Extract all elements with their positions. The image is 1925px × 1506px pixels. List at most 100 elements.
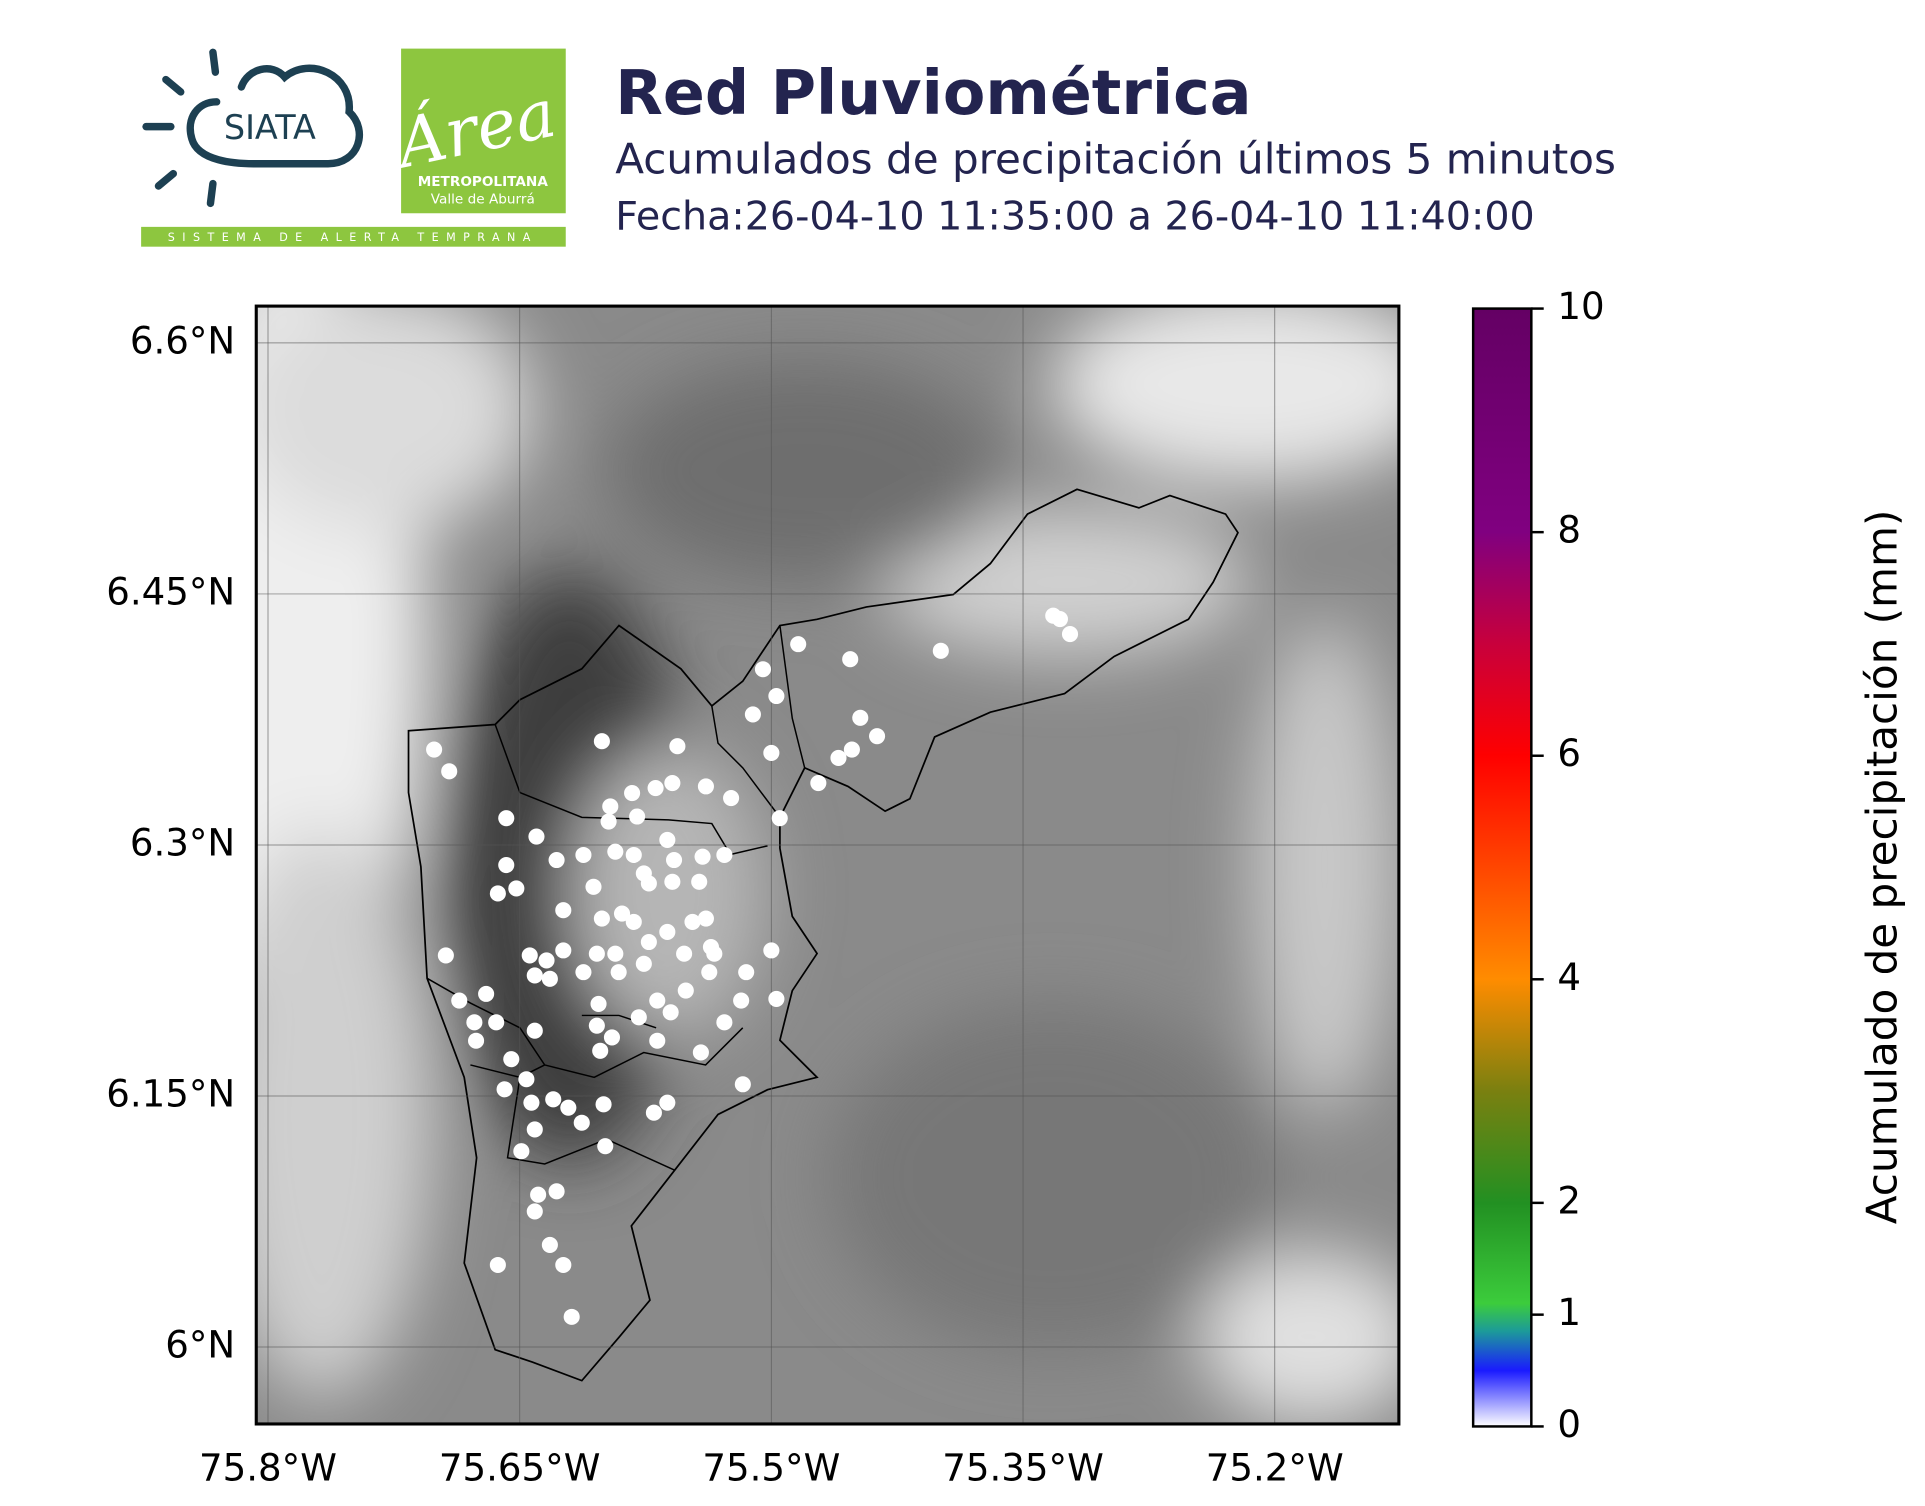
colorbar-tick-label: 10 (1557, 285, 1604, 328)
rain-station (665, 851, 683, 869)
rain-station (555, 902, 572, 919)
rain-station (489, 1256, 506, 1274)
rain-station (716, 846, 733, 864)
rain-station (640, 875, 657, 892)
colorbar-tick-label: 4 (1557, 956, 1581, 999)
rain-station (588, 945, 605, 962)
tagline: SISTEMA DE ALERTA TEMPRANA (168, 231, 538, 244)
rain-station (530, 1186, 547, 1203)
rain-station (659, 923, 676, 941)
rain-station (593, 733, 610, 750)
rain-station (723, 790, 740, 807)
rain-station (555, 1256, 572, 1274)
terrain (256, 306, 1399, 1424)
rain-station (716, 1014, 733, 1031)
rain-station (607, 843, 624, 860)
colorbar-tick-label: 2 (1557, 1179, 1581, 1222)
rain-station (754, 661, 772, 678)
rain-station (610, 964, 627, 981)
rain-station (649, 1032, 666, 1049)
rain-station (451, 992, 468, 1009)
rain-station (548, 1183, 565, 1200)
rain-station (697, 910, 714, 927)
rain-station (852, 709, 869, 726)
rain-station (733, 992, 750, 1009)
rain-station (768, 990, 785, 1007)
rain-station (526, 967, 543, 984)
rain-station (488, 1014, 505, 1031)
rain-station (629, 808, 646, 825)
x-tick-label: 75.5°W (702, 1446, 840, 1489)
rain-station (538, 952, 555, 969)
rain-station (466, 1014, 483, 1031)
map-frame (254, 304, 1401, 1426)
y-tick-label: 6.45°N (106, 570, 235, 613)
rain-station (513, 1143, 530, 1160)
y-tick-label: 6.3°N (130, 821, 235, 864)
rain-station (669, 738, 686, 755)
rain-station (489, 885, 506, 902)
x-tick-label: 75.8°W (199, 1446, 337, 1489)
rain-station (677, 982, 694, 999)
rain-station (640, 933, 657, 951)
rain-station (763, 744, 780, 761)
rain-station (555, 942, 572, 959)
rain-station (595, 1096, 612, 1113)
rain-station (498, 810, 515, 827)
rain-station (869, 728, 886, 745)
title: Red Pluviométrica (615, 57, 1251, 129)
x-tick-label: 75.2°W (1206, 1446, 1344, 1489)
rain-station (684, 913, 701, 930)
rain-station (602, 798, 619, 815)
rain-station (441, 763, 458, 780)
rain-station (573, 1114, 590, 1131)
rain-station (603, 1029, 621, 1046)
rain-station (521, 947, 538, 964)
rain-station (588, 1017, 605, 1034)
rain-station (563, 1308, 580, 1325)
rain-station (548, 851, 565, 869)
rain-station (503, 1051, 520, 1068)
rain-station (664, 873, 681, 890)
rain-station (426, 741, 443, 758)
rain-station (508, 880, 525, 897)
rain-station (697, 778, 714, 795)
rain-station (694, 848, 711, 865)
colorbar-tick-label: 1 (1557, 1291, 1581, 1334)
rain-station (842, 651, 859, 668)
metropolitana-text: METROPOLITANA (418, 174, 549, 190)
rain-station (768, 687, 785, 705)
rain-station (692, 1044, 709, 1061)
rain-station (592, 1042, 609, 1059)
rain-station (659, 831, 676, 848)
rain-station (526, 1022, 543, 1039)
rain-station (701, 964, 718, 981)
rain-station (478, 985, 495, 1002)
rain-station (575, 846, 592, 864)
valle-text: Valle de Aburrá (431, 191, 535, 207)
rain-station (496, 1081, 513, 1098)
rain-station (659, 1094, 676, 1111)
rain-station (624, 785, 641, 802)
rain-station (645, 1104, 662, 1121)
rain-station (498, 856, 515, 874)
rain-station (437, 947, 454, 964)
rain-station (625, 846, 642, 864)
rain-station (613, 905, 631, 922)
rain-station (932, 642, 949, 659)
rain-station (590, 995, 607, 1012)
subtitle: Acumulados de precipitación últimos 5 mi… (615, 135, 1616, 184)
rain-station (635, 955, 652, 972)
siata-text: SIATA (224, 108, 316, 147)
rain-station (625, 913, 642, 930)
rain-station (545, 1091, 562, 1108)
rain-station (744, 706, 761, 723)
rain-station (734, 1076, 751, 1093)
rain-station (526, 1203, 543, 1220)
rain-station (763, 942, 780, 959)
rain-station (771, 810, 788, 827)
rain-station (843, 741, 860, 758)
rain-station (597, 1138, 614, 1155)
y-tick-label: 6.15°N (106, 1072, 235, 1115)
x-tick-label: 75.65°W (439, 1446, 601, 1489)
